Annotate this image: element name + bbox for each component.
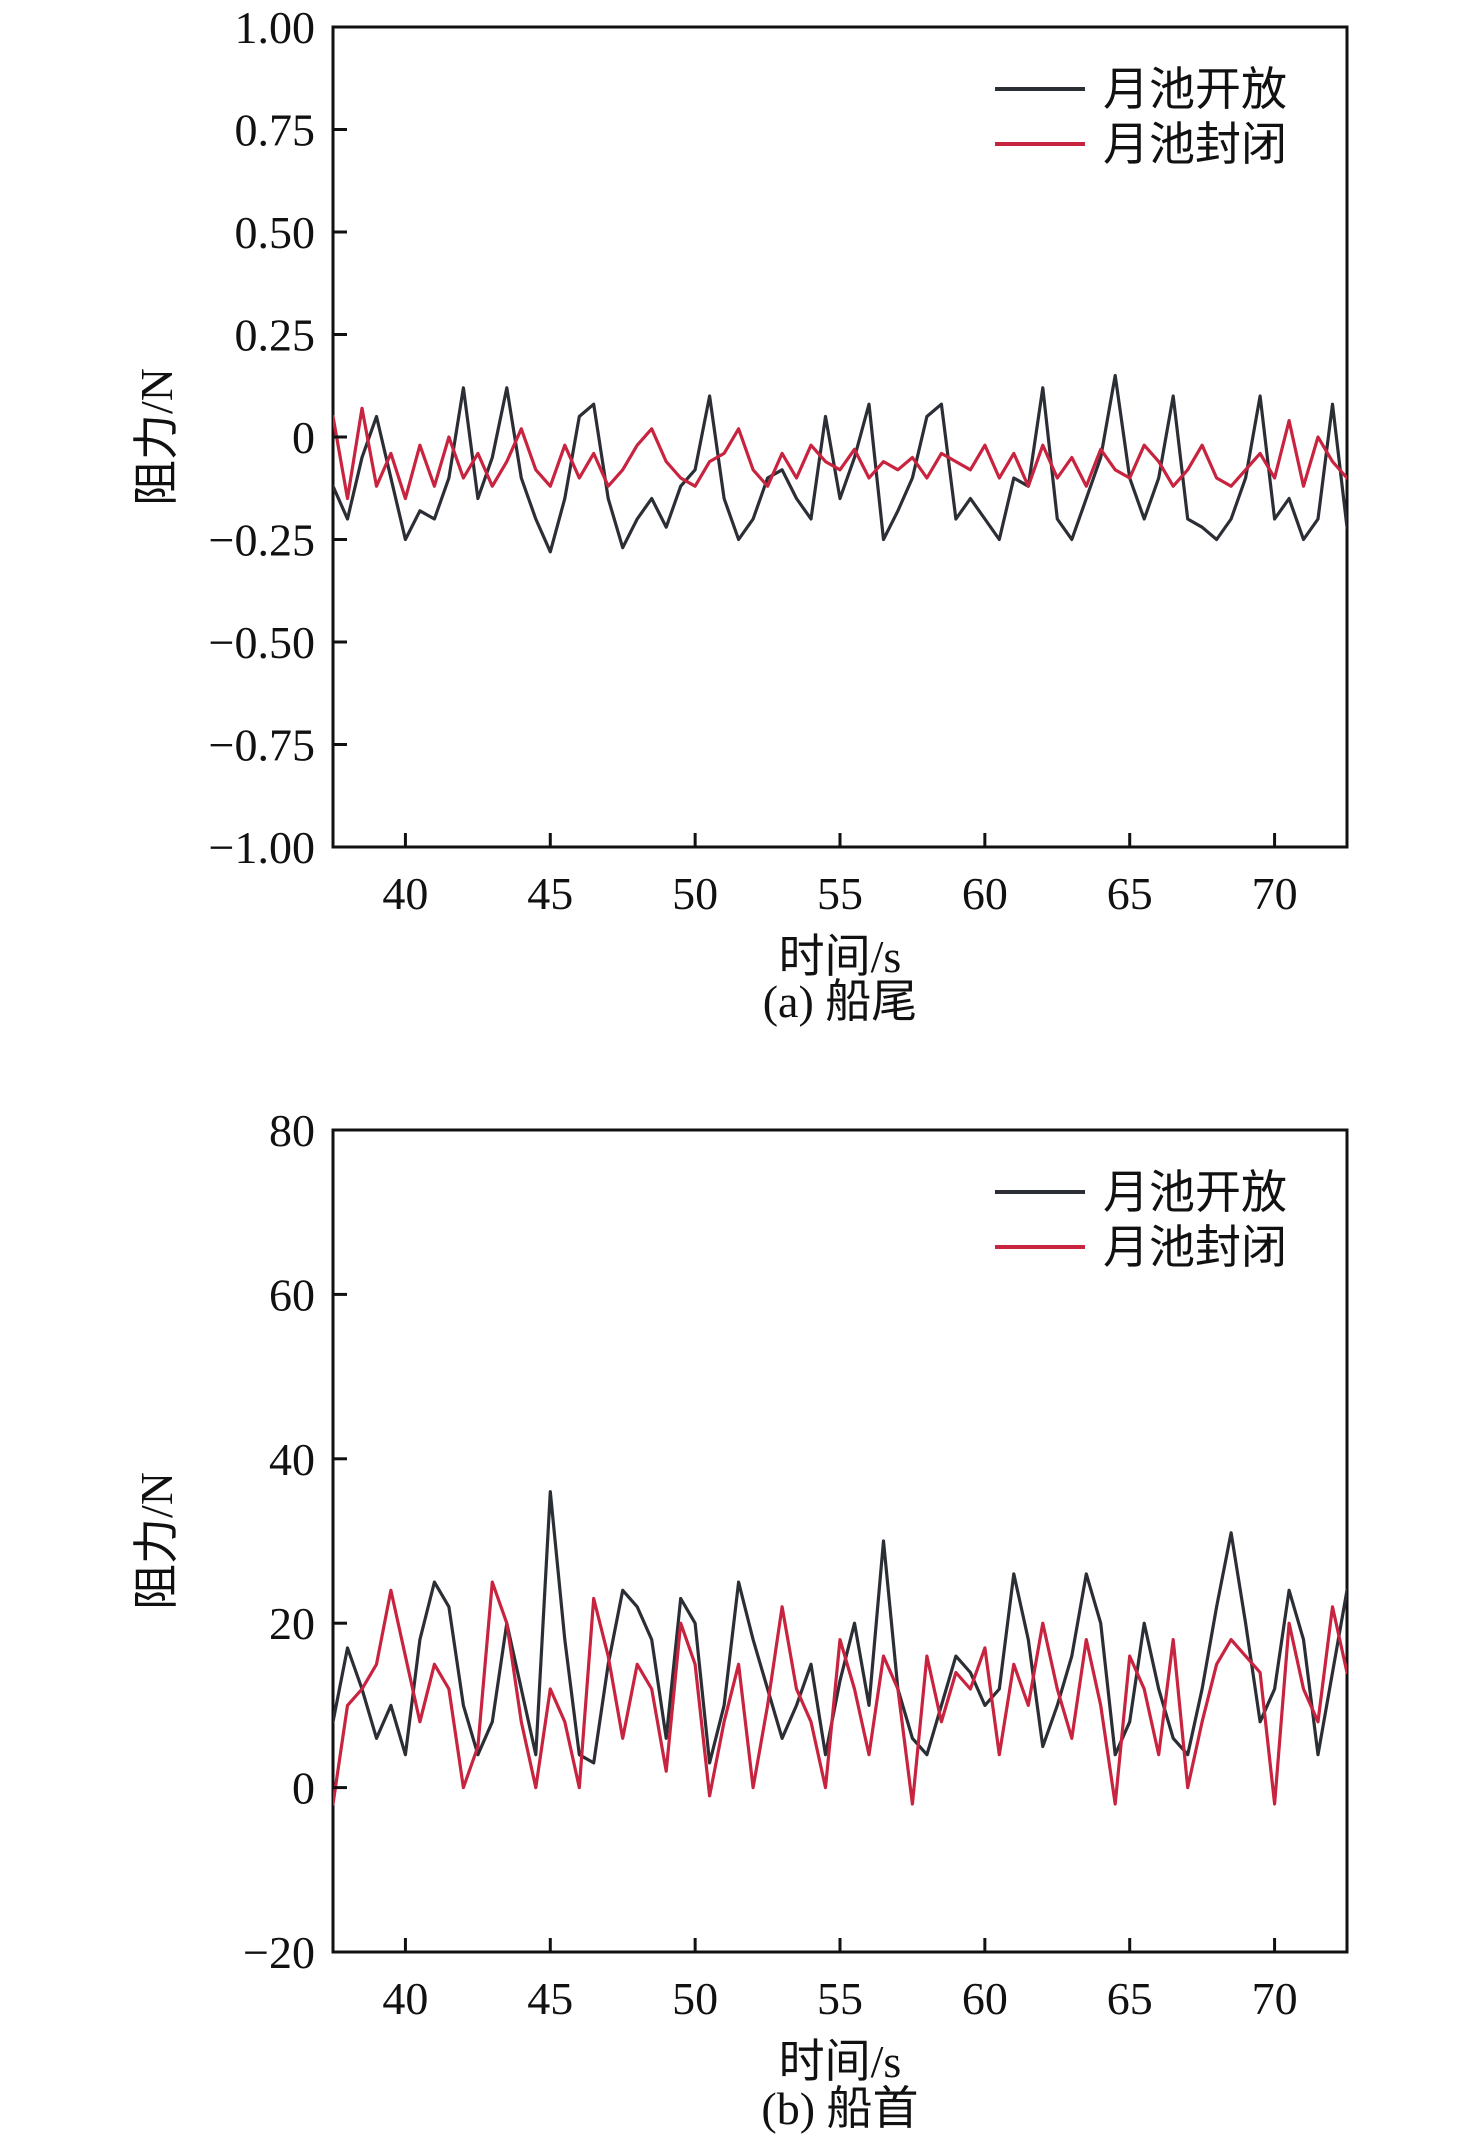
x-tick-label: 40 bbox=[382, 868, 428, 919]
y-axis-label: 阻力/N bbox=[131, 368, 182, 506]
series-line-moonpool-open bbox=[333, 373, 1347, 554]
y-tick-label: 0.25 bbox=[235, 310, 316, 361]
y-tick-label: −0.50 bbox=[209, 617, 315, 668]
y-tick-label: 80 bbox=[269, 1105, 315, 1156]
y-tick-label: 60 bbox=[269, 1269, 315, 1320]
x-tick-label: 65 bbox=[1107, 868, 1153, 919]
legend-label: 月池开放 bbox=[1103, 1167, 1287, 1218]
x-tick-label: 50 bbox=[672, 868, 718, 919]
series-group bbox=[333, 1490, 1347, 1806]
y-tick-label: 1.00 bbox=[235, 2, 316, 53]
x-axis-label: 时间/s bbox=[779, 931, 902, 982]
y-tick-label: 0 bbox=[292, 1763, 315, 1814]
x-tick-label: 65 bbox=[1107, 1973, 1153, 2024]
legend-label: 月池封闭 bbox=[1103, 119, 1287, 170]
y-tick-label: 40 bbox=[269, 1434, 315, 1485]
x-tick-label: 45 bbox=[527, 868, 573, 919]
chart-b-bow: 40 45 50 55 60 65 70 −20 0 20 40 60 80 时间/s 阻力/N (b) 船首… bbox=[131, 1105, 1349, 2134]
series-line-moonpool-open bbox=[333, 1490, 1347, 1765]
x-tick-label: 55 bbox=[817, 868, 863, 919]
chart-a-stern: 40 45 50 55 60 65 70 −1.00 −0.75 −0.50 −0.25 0 0.25 0… bbox=[131, 2, 1349, 1027]
y-tick-label: −20 bbox=[243, 1927, 315, 1978]
y-axis-label: 阻力/N bbox=[131, 1472, 182, 1610]
y-tick-label: 20 bbox=[269, 1598, 315, 1649]
x-axis-label: 时间/s bbox=[779, 2036, 902, 2087]
chart-caption: (b) 船首 bbox=[761, 2083, 918, 2134]
legend-label: 月池封闭 bbox=[1103, 1222, 1287, 1273]
x-tick-label: 60 bbox=[962, 868, 1008, 919]
x-tick-label: 70 bbox=[1252, 1973, 1298, 2024]
legend-label: 月池开放 bbox=[1103, 64, 1287, 115]
series-line-moonpool-closed bbox=[333, 406, 1347, 501]
series-line-moonpool-closed bbox=[333, 1580, 1347, 1806]
y-tick-label: −0.25 bbox=[209, 515, 315, 566]
x-tick-label: 60 bbox=[962, 1973, 1008, 2024]
x-tick-label: 45 bbox=[527, 1973, 573, 2024]
chart-caption: (a) 船尾 bbox=[763, 976, 918, 1027]
x-tick-label: 40 bbox=[382, 1973, 428, 2024]
y-tick-label: −0.75 bbox=[209, 720, 315, 771]
y-tick-label: 0 bbox=[292, 412, 315, 463]
y-tick-label: −1.00 bbox=[209, 822, 315, 873]
y-tick-label: 0.50 bbox=[235, 207, 316, 258]
x-tick-label: 55 bbox=[817, 1973, 863, 2024]
x-tick-label: 50 bbox=[672, 1973, 718, 2024]
x-tick-label: 70 bbox=[1252, 868, 1298, 919]
y-tick-label: 0.75 bbox=[235, 105, 316, 156]
series-group bbox=[333, 373, 1347, 554]
